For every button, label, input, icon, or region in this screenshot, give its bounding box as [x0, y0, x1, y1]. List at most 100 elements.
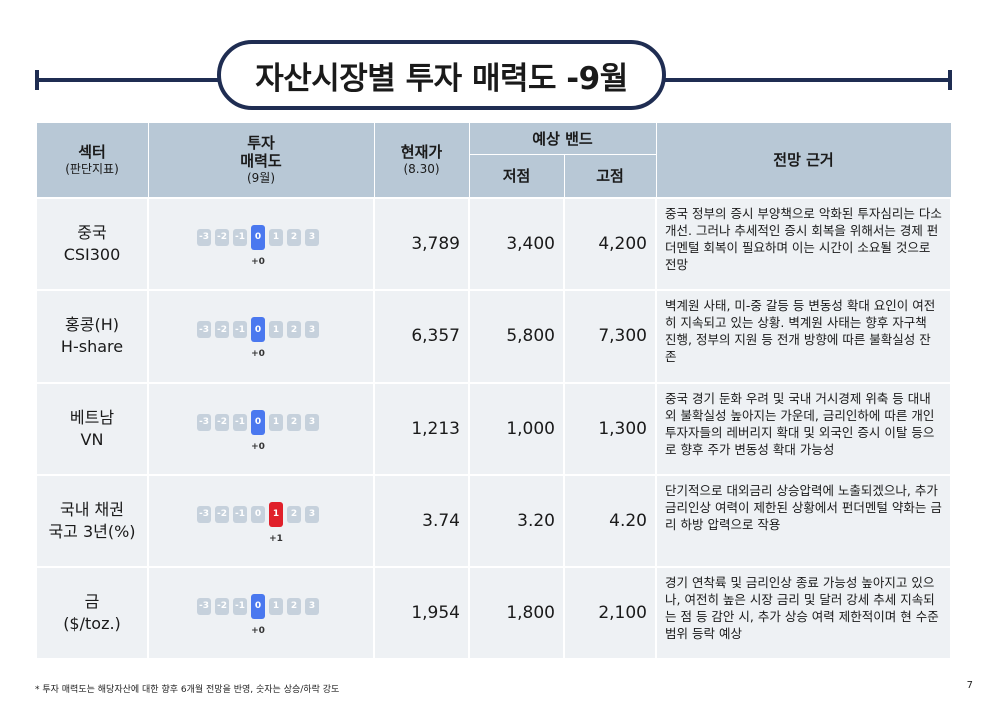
scale-step: 1 [269, 321, 283, 338]
sector-cell: 홍콩(H) H-share [35, 288, 149, 384]
sector-name: 베트남 [69, 407, 115, 427]
scale-step: 1 [269, 228, 283, 246]
header-price: 현재가 (8.30) [373, 122, 470, 198]
scale-step: 1 [269, 597, 283, 615]
band-high: 1,300 [563, 381, 657, 476]
title-rule-left-cap [35, 70, 39, 90]
score-label: +0 [251, 441, 265, 452]
scale-step: 0 [251, 317, 265, 342]
scale-step: -2 [215, 597, 229, 615]
header-sector: 섹터 (판단지표) [35, 122, 149, 198]
scale-step: 0 [251, 593, 265, 619]
band-high: 2,100 [563, 565, 657, 660]
sector-indicator: ($/toz.) [63, 613, 121, 633]
band-low: 1,000 [468, 381, 565, 476]
sector-indicator: H-share [60, 337, 124, 356]
attractiveness-cell: -3 -2 -1 0 1 2 3 +0 [147, 565, 375, 660]
scale-step: 3 [305, 505, 319, 523]
scale-step: -1 [233, 413, 247, 431]
scale-step: 2 [287, 505, 301, 523]
table-row: 베트남 VN -3 -2 -1 0 1 2 3 +0 1,213 1,000 1,300 중국 경기 둔화… [35, 381, 952, 476]
band-high: 4,200 [563, 196, 657, 291]
scale-step: 0 [251, 505, 265, 523]
outlook-basis: 벽계원 사태, 미-중 갈등 등 변동성 확대 요인이 여전히 지속되고 있는 … [655, 288, 952, 384]
header-band: 예상 밴드 [468, 122, 657, 155]
score-label: +0 [251, 349, 265, 359]
table-row: 중국 CSI300 -3 -2 -1 0 1 2 3 +0 3,789 3,400 4,200 중국 정부… [35, 196, 952, 291]
band-high: 4.20 [563, 473, 657, 568]
scale-step: 2 [287, 597, 301, 615]
attractiveness-cell: -3 -2 -1 0 1 2 3 +0 [147, 288, 375, 384]
scale-step: -1 [233, 228, 247, 246]
scale-step: 2 [287, 413, 301, 431]
outlook-basis: 단기적으로 대외금리 상승압력에 노출되겠으나, 추가금리인상 여력이 제한된 … [655, 473, 952, 568]
current-price: 1,954 [373, 565, 470, 660]
score-label: +1 [269, 533, 283, 544]
scale-step: -2 [215, 505, 229, 523]
header-high: 고점 [563, 154, 657, 198]
scale-step: -3 [197, 505, 211, 523]
band-high: 7,300 [563, 288, 657, 384]
outlook-basis: 중국 정부의 증시 부양책으로 악화된 투자심리는 다소 개선. 그러나 추세적… [655, 196, 952, 291]
scale-step: 1 [269, 413, 283, 431]
attractiveness-cell: -3 -2 -1 0 1 2 3 +0 [147, 196, 375, 291]
scale-step: 2 [287, 321, 301, 338]
table-row: 국내 채권 국고 3년(%) -3 -2 -1 0 1 2 3 +1 3.74 3.20 4.20 단기적… [35, 473, 952, 568]
scale-step: 3 [305, 597, 319, 615]
band-low: 5,800 [468, 288, 565, 384]
table-row: 금 ($/toz.) -3 -2 -1 0 1 2 3 +0 1,954 1,800 2,100 경기 연… [35, 565, 952, 660]
sector-cell: 중국 CSI300 [35, 196, 149, 291]
score-label: +0 [251, 625, 265, 636]
scale-step: -2 [215, 321, 229, 338]
current-price: 6,357 [373, 288, 470, 384]
score-label: +0 [251, 256, 265, 267]
current-price: 3.74 [373, 473, 470, 568]
scale-step: -3 [197, 413, 211, 431]
scale-step: -2 [215, 413, 229, 431]
sector-cell: 국내 채권 국고 3년(%) [35, 473, 149, 568]
sector-indicator: VN [80, 429, 104, 449]
current-price: 3,789 [373, 196, 470, 291]
attractiveness-scale: -3 -2 -1 0 1 2 3 +0 [197, 406, 325, 452]
scale-step: 3 [305, 321, 319, 338]
page-title: 자산시장별 투자 매력도 -9월 [217, 40, 666, 110]
scale-step: -1 [233, 321, 247, 338]
attractiveness-cell: -3 -2 -1 0 1 2 3 +0 [147, 381, 375, 476]
current-price: 1,213 [373, 381, 470, 476]
scale-step: -1 [233, 505, 247, 523]
attractiveness-scale: -3 -2 -1 0 1 2 3 +0 [197, 590, 325, 636]
sector-cell: 베트남 VN [35, 381, 149, 476]
title-rule-right-cap [948, 70, 952, 90]
header-basis: 전망 근거 [655, 122, 952, 198]
scale-step: -2 [215, 228, 229, 246]
header-low: 저점 [468, 154, 565, 198]
scale-step: -3 [197, 321, 211, 338]
sector-name: 홍콩(H) [65, 315, 119, 334]
sector-cell: 금 ($/toz.) [35, 565, 149, 660]
attractiveness-table: 섹터 (판단지표) 투자 매력도 (9월) 현재가 (8.30) 예상 밴드 전… [35, 122, 952, 660]
scale-step: 0 [251, 224, 265, 250]
scale-step: 3 [305, 228, 319, 246]
scale-step: -3 [197, 228, 211, 246]
outlook-basis: 경기 연착륙 및 금리인상 종료 가능성 높아지고 있으나, 여전히 높은 시장… [655, 565, 952, 660]
sector-name: 중국 [77, 222, 107, 242]
scale-step: 1 [269, 501, 283, 527]
sector-name: 국내 채권 [60, 499, 124, 519]
attractiveness-scale: -3 -2 -1 0 1 2 3 +0 [197, 221, 325, 267]
header-attractiveness: 투자 매력도 (9월) [147, 122, 375, 198]
scale-step: 2 [287, 228, 301, 246]
sector-indicator: 국고 3년(%) [48, 521, 136, 541]
scale-step: -3 [197, 597, 211, 615]
band-low: 3.20 [468, 473, 565, 568]
table-row: 홍콩(H) H-share -3 -2 -1 0 1 2 3 +0 6,357 5,800 7,300 벽… [35, 288, 952, 384]
scale-step: 0 [251, 409, 265, 435]
scale-step: -1 [233, 597, 247, 615]
attractiveness-scale: -3 -2 -1 0 1 2 3 +1 [197, 498, 325, 544]
scale-step: 3 [305, 413, 319, 431]
sector-name: 금 [84, 591, 100, 611]
page-number: 7 [966, 680, 973, 691]
sector-indicator: CSI300 [63, 244, 121, 264]
footnote: * 투자 매력도는 해당자산에 대한 향후 6개월 전망을 반영, 숫자는 상승… [35, 685, 340, 695]
outlook-basis: 중국 경기 둔화 우려 및 국내 거시경제 위축 등 대내외 불확실성 높아지는… [655, 381, 952, 476]
attractiveness-scale: -3 -2 -1 0 1 2 3 +0 [197, 313, 325, 359]
